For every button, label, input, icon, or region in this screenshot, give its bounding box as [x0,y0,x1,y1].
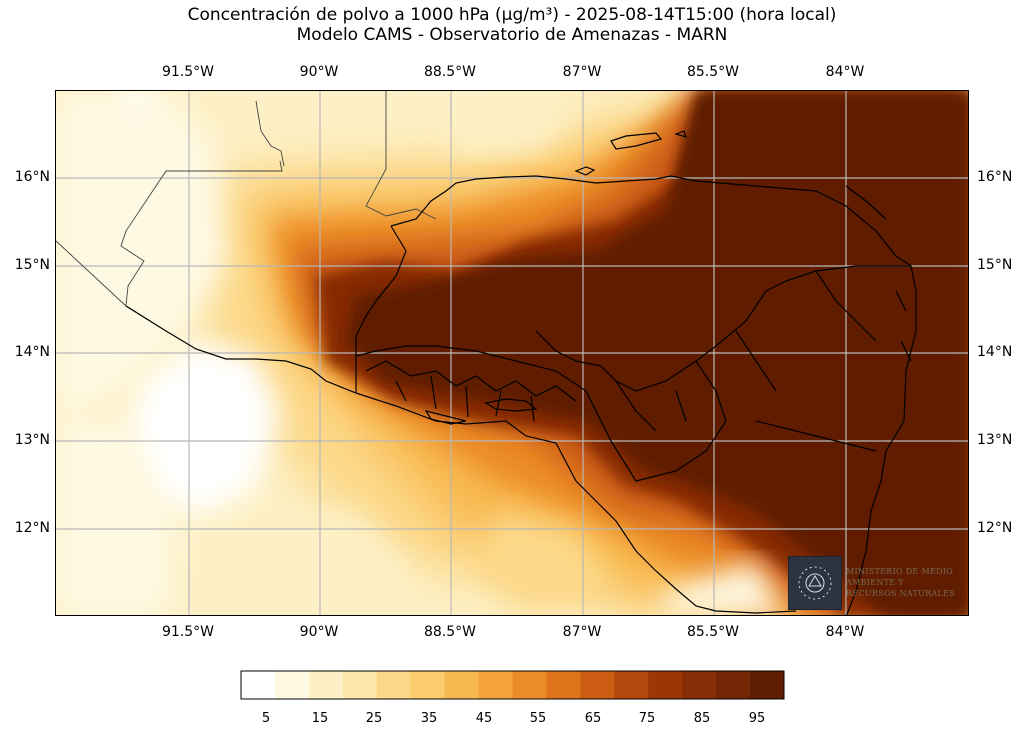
lon-label-bottom: 87°W [562,624,602,640]
lon-label-top: 91.5°W [161,64,214,80]
ministry-logo-text: Ministerio de Medio Ambiente y Recursos … [846,567,956,598]
colorbar-tick-label: 85 [693,711,711,726]
colorbar [240,670,785,700]
colorbar-segment [682,671,717,699]
colorbar-segment [546,671,581,699]
lat-label-right: 14°N [977,344,1013,360]
lat-label-right: 16°N [977,169,1013,185]
colorbar-segment [648,671,683,699]
colorbar-segment [580,671,615,699]
country-borders [56,91,437,307]
colorbar-segment [241,671,276,699]
colorbar-tick-label: 55 [529,711,547,726]
lon-label-bottom: 90°W [299,624,339,640]
lat-label-left: 16°N [14,169,50,185]
coastlines [125,130,917,615]
lon-label-top: 88.5°W [423,64,476,80]
colorbar-segment [614,671,649,699]
lat-label-left: 14°N [14,344,50,360]
lat-label-right: 12°N [977,520,1013,536]
colorbar-segment [750,671,785,699]
lon-label-bottom: 91.5°W [161,624,214,640]
lon-label-top: 84°W [825,64,865,80]
map-title: Concentración de polvo a 1000 hPa (µg/m³… [187,5,837,25]
lat-label-left: 13°N [14,432,50,448]
colorbar-segment [444,671,480,699]
colorbar-tick-label: 5 [261,711,271,726]
colorbar-segment [274,671,310,699]
graticule [56,91,968,615]
colorbar-segment [342,671,378,699]
colorbar-tick-label: 95 [748,711,766,726]
colorbar-segment [376,671,412,699]
colorbar-frame [240,670,785,700]
colorbar-segment [716,671,751,699]
lon-label-bottom: 84°W [825,624,865,640]
colorbar-tick-label: 15 [311,711,329,726]
colorbar-tick-label: 35 [420,711,438,726]
colorbar-tick-label: 25 [365,711,383,726]
lat-label-left: 15°N [14,257,50,273]
lat-label-left: 12°N [14,520,50,536]
colorbar-segment [410,671,446,699]
lon-label-top: 90°W [299,64,339,80]
dust-concentration-map[interactable] [55,90,969,616]
colorbar-tick-label: 45 [475,711,493,726]
lon-label-top: 85.5°W [686,64,739,80]
map-subtitle: Modelo CAMS - Observatorio de Amenazas -… [296,25,728,45]
colorbar-tick-label: 75 [638,711,656,726]
colorbar-segment [512,671,547,699]
lon-label-top: 87°W [562,64,602,80]
colorbar-tick-label: 65 [584,711,602,726]
lat-label-right: 13°N [977,432,1013,448]
colorbar-segment [478,671,513,699]
lon-label-bottom: 85.5°W [686,624,739,640]
map-canvas [56,91,968,615]
ministry-seal-icon [788,556,842,610]
colorbar-segment [308,671,344,699]
lon-label-bottom: 88.5°W [423,624,476,640]
lat-label-right: 15°N [977,257,1013,273]
